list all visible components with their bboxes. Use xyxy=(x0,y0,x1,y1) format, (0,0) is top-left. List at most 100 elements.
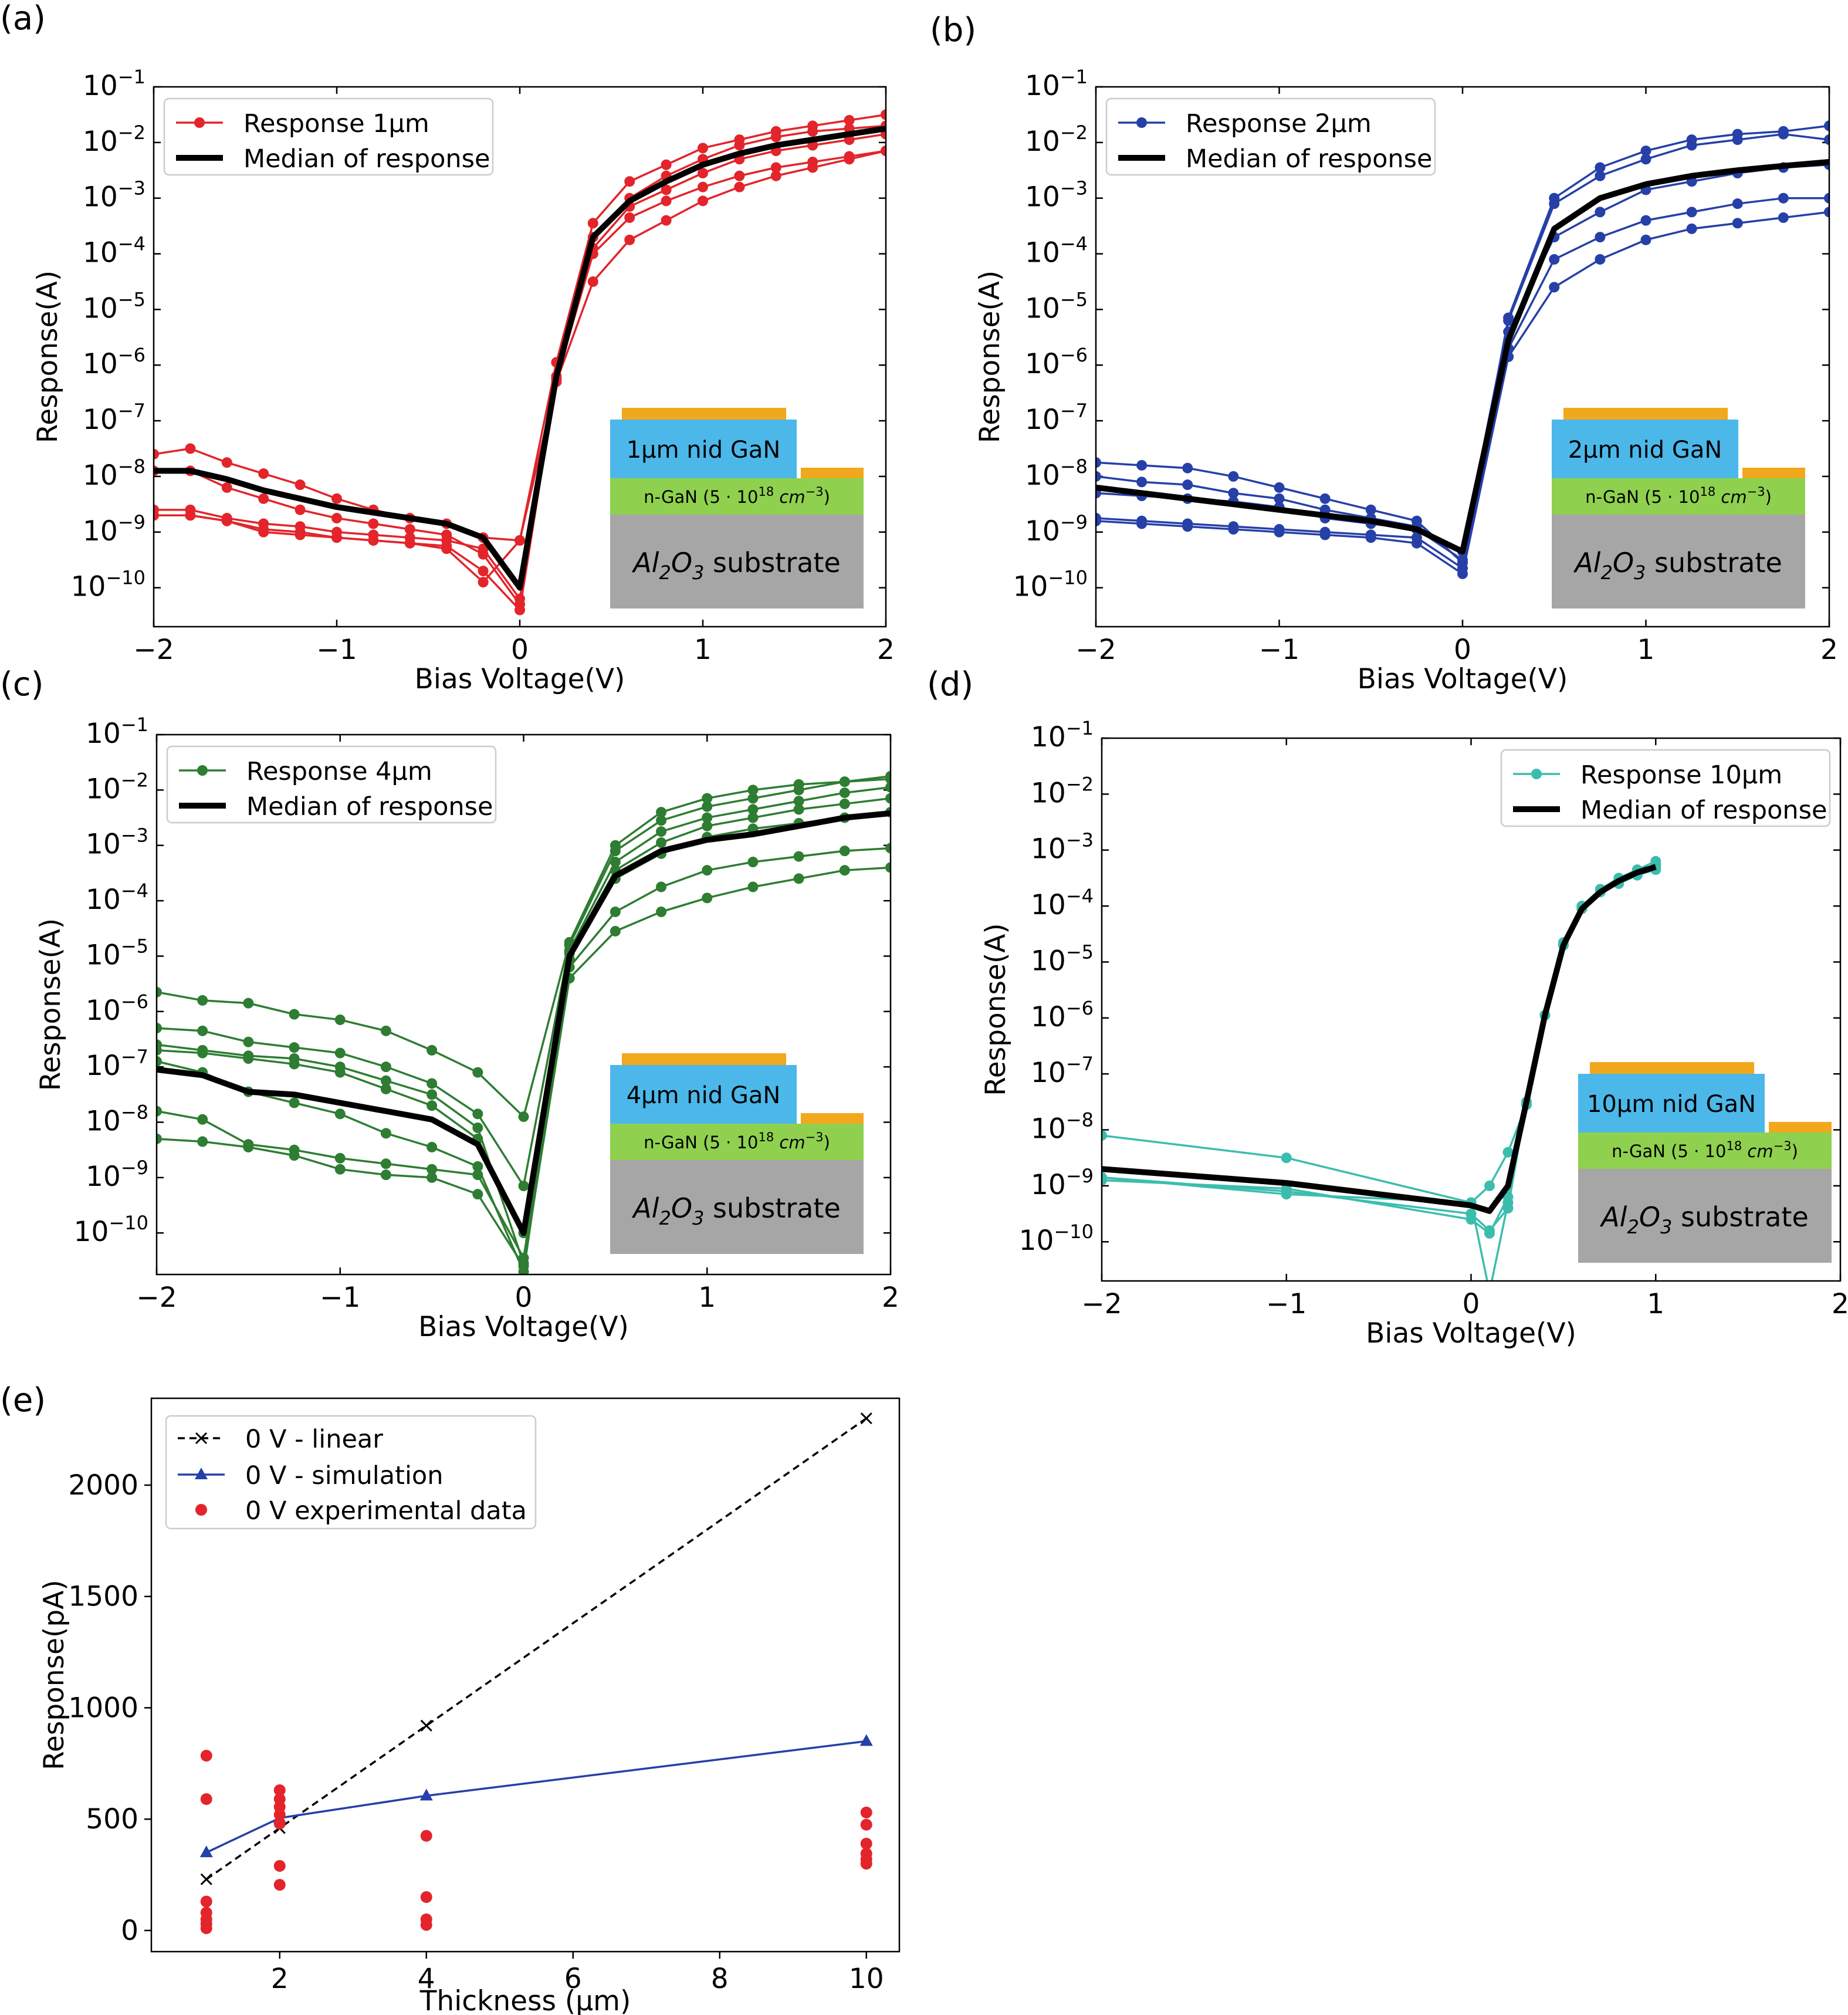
data-point xyxy=(157,1133,162,1144)
x-tick-label: 0 xyxy=(1463,1288,1480,1320)
substrate-layer xyxy=(610,1160,864,1254)
data-point xyxy=(1136,459,1148,471)
data-point xyxy=(1732,198,1743,209)
data-point xyxy=(258,526,269,537)
x-tick-label: 2 xyxy=(1832,1288,1848,1320)
legend-label: Response 2μm xyxy=(1186,109,1372,138)
y-tick-label: 10−2 xyxy=(1025,121,1088,158)
data-point xyxy=(472,1067,483,1078)
legend: Response 1μm Median of response xyxy=(163,97,494,176)
y-tick-label: 10−6 xyxy=(1031,997,1094,1033)
experimental-point xyxy=(420,1830,432,1842)
data-point xyxy=(197,1047,208,1059)
data-point xyxy=(368,518,379,529)
data-point xyxy=(1686,223,1697,234)
nid-gan-layer xyxy=(610,1065,797,1124)
data-point xyxy=(747,785,759,796)
y-tick-label: 10−7 xyxy=(1025,400,1088,436)
data-point xyxy=(1595,254,1606,265)
top-contact xyxy=(1590,1062,1754,1074)
x-tick-label: 0 xyxy=(515,1282,533,1314)
y-tick-label: 10−8 xyxy=(1025,455,1088,492)
data-point xyxy=(221,457,232,468)
panel-label: (e) xyxy=(0,1381,46,1419)
data-point xyxy=(334,1047,346,1059)
y-tick-label: 500 xyxy=(86,1803,138,1835)
data-point xyxy=(1102,1130,1107,1141)
linear-marker xyxy=(200,1873,212,1885)
data-point xyxy=(154,448,159,459)
x-tick-label: −2 xyxy=(133,634,174,666)
nid-gan-label: 1μm nid GaN xyxy=(627,437,781,464)
data-point xyxy=(289,1059,300,1070)
legend-label: Median of response xyxy=(243,144,490,174)
data-point xyxy=(793,873,804,884)
y-tick-label: 10−3 xyxy=(1031,829,1094,865)
data-point xyxy=(747,881,759,892)
nid-gan-label: 10μm nid GaN xyxy=(1587,1091,1756,1118)
data-point xyxy=(624,176,635,187)
y-tick-label: 10−6 xyxy=(86,990,148,1027)
n-gan-label: n-GaN (5 · 1018 cm−3) xyxy=(644,485,830,507)
x-axis-label: Bias Voltage(V) xyxy=(1358,663,1568,695)
nid-gan-layer xyxy=(1578,1074,1765,1132)
data-point xyxy=(1640,154,1651,165)
data-point xyxy=(702,793,713,804)
data-point xyxy=(380,1083,391,1094)
y-tick-label: 1000 xyxy=(68,1692,138,1724)
data-point xyxy=(770,131,781,143)
y-tick-label: 10−9 xyxy=(86,1157,148,1193)
x-tick-label: 1 xyxy=(1637,634,1655,666)
x-tick-label: −1 xyxy=(316,634,357,666)
data-point xyxy=(334,1152,346,1164)
y-axis-label: Response(A) xyxy=(35,918,67,1091)
legend-label: 0 V experimental data xyxy=(245,1496,527,1526)
y-tick-label: 2000 xyxy=(68,1469,138,1502)
data-point xyxy=(157,1105,162,1117)
x-axis-label: Bias Voltage(V) xyxy=(415,663,625,695)
panel-label: (c) xyxy=(0,665,43,704)
data-point xyxy=(698,168,708,179)
x-tick-label: −2 xyxy=(136,1282,177,1314)
x-axis-label: Bias Voltage(V) xyxy=(418,1311,629,1343)
legend-marker xyxy=(1136,117,1147,128)
data-point xyxy=(1365,532,1376,543)
data-point xyxy=(472,1161,483,1172)
y-tick-label: 10−8 xyxy=(83,455,145,492)
data-point xyxy=(197,1136,208,1147)
data-point xyxy=(747,812,759,823)
y-tick-label: 10−4 xyxy=(1031,885,1094,921)
legend-marker xyxy=(194,117,205,128)
legend-label: Median of response xyxy=(1186,144,1433,174)
y-axis-label: Response(pA) xyxy=(38,1580,70,1770)
panel-label: (d) xyxy=(927,665,973,704)
x-tick-label: 2 xyxy=(271,1963,289,1995)
data-point xyxy=(289,1150,300,1161)
y-tick-label: 10−2 xyxy=(1031,773,1094,809)
data-point xyxy=(839,865,850,876)
data-point xyxy=(478,577,489,588)
y-tick-label: 10−1 xyxy=(1025,66,1088,102)
legend-marker xyxy=(197,765,208,776)
device-inset: 2μm nid GaN n-GaN (5 · 1018 cm−3) Al2O3 su… xyxy=(1552,408,1805,608)
side-contact xyxy=(1769,1122,1832,1132)
plot-frame xyxy=(1101,737,1842,1282)
data-point xyxy=(185,443,196,454)
data-point xyxy=(197,995,208,1006)
device-inset: 1μm nid GaN n-GaN (5 · 1018 cm−3) Al2O3 su… xyxy=(610,408,864,608)
data-point xyxy=(157,1056,162,1067)
median-line xyxy=(154,126,886,591)
y-tick-label: 10−10 xyxy=(1019,1221,1094,1257)
data-point xyxy=(1549,254,1560,265)
data-point xyxy=(1549,282,1560,293)
substrate-layer xyxy=(610,515,864,608)
x-axis-label: Thickness (μm) xyxy=(419,1985,631,2015)
data-point xyxy=(793,785,804,796)
data-point xyxy=(295,529,306,540)
legend-label: 0 V - simulation xyxy=(245,1461,443,1490)
data-point xyxy=(661,159,672,170)
experimental-point xyxy=(860,1858,872,1870)
data-point xyxy=(221,482,232,493)
experimental-point xyxy=(200,1793,212,1806)
